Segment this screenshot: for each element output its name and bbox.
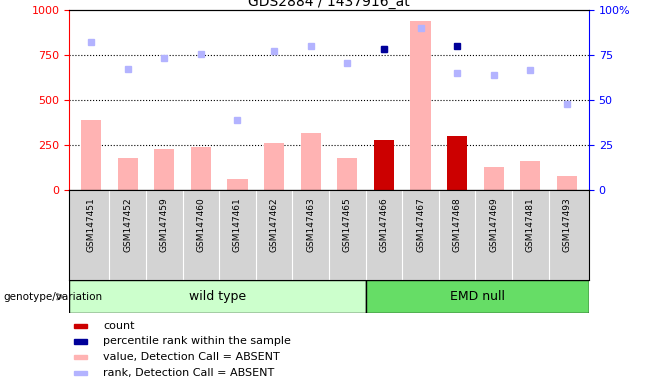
Text: EMD null: EMD null: [450, 290, 505, 303]
Bar: [264, 143, 284, 190]
Text: GSM147466: GSM147466: [380, 197, 388, 252]
Bar: [228, 179, 247, 190]
Bar: [301, 133, 320, 190]
Text: GSM147463: GSM147463: [306, 197, 315, 252]
Text: GSM147462: GSM147462: [270, 197, 278, 252]
Bar: [520, 161, 540, 190]
Text: value, Detection Call = ABSENT: value, Detection Call = ABSENT: [103, 352, 280, 362]
Bar: [447, 136, 467, 190]
Text: count: count: [103, 321, 134, 331]
Text: GSM147459: GSM147459: [160, 197, 168, 252]
Bar: [81, 120, 101, 190]
Text: GSM147468: GSM147468: [453, 197, 462, 252]
Text: GSM147460: GSM147460: [196, 197, 205, 252]
Text: GSM147481: GSM147481: [526, 197, 535, 252]
Bar: [374, 139, 394, 190]
Text: GSM147469: GSM147469: [490, 197, 498, 252]
Text: GSM147493: GSM147493: [563, 197, 571, 252]
Text: percentile rank within the sample: percentile rank within the sample: [103, 336, 291, 346]
Text: GSM147465: GSM147465: [343, 197, 352, 252]
Text: GSM147461: GSM147461: [233, 197, 242, 252]
Bar: [191, 147, 211, 190]
Bar: [74, 324, 87, 328]
Bar: [374, 139, 394, 190]
Title: GDS2884 / 1437916_at: GDS2884 / 1437916_at: [248, 0, 410, 8]
Text: genotype/variation: genotype/variation: [3, 291, 103, 302]
Text: GSM147452: GSM147452: [123, 197, 132, 252]
Bar: [447, 136, 467, 190]
Text: wild type: wild type: [189, 290, 246, 303]
Text: rank, Detection Call = ABSENT: rank, Detection Call = ABSENT: [103, 368, 274, 378]
Bar: [69, 280, 366, 313]
Bar: [411, 22, 430, 190]
Bar: [74, 355, 87, 359]
Bar: [118, 159, 138, 190]
Bar: [154, 149, 174, 190]
Bar: [74, 371, 87, 376]
Bar: [484, 167, 504, 190]
Text: GSM147451: GSM147451: [87, 197, 95, 252]
Bar: [74, 339, 87, 344]
Bar: [366, 280, 589, 313]
Bar: [338, 157, 357, 190]
Bar: [557, 175, 577, 190]
Text: GSM147467: GSM147467: [416, 197, 425, 252]
